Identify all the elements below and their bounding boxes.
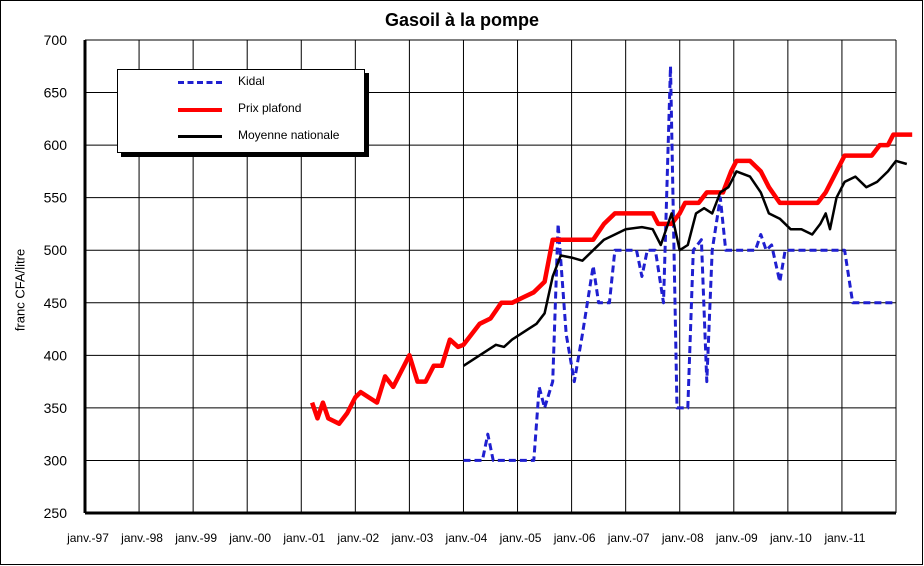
x-tick-label: janv.-09 [715, 531, 758, 545]
y-tick-label: 550 [44, 190, 68, 206]
series-line-kidal [463, 64, 896, 462]
legend-label-prix-plafond: Prix plafond [238, 101, 302, 115]
y-tick-labels: 250 300 350 400 450 500 550 600 650 700 [44, 32, 68, 521]
y-tick-label: 250 [44, 505, 68, 521]
x-tick-label: janv.-06 [553, 531, 596, 545]
x-tick-label: janv.-98 [120, 531, 163, 545]
x-tick-label: janv.-10 [769, 531, 812, 545]
y-tick-label: 600 [44, 137, 68, 153]
x-tick-label: janv.-00 [228, 531, 271, 545]
legend-swatch-kidal [178, 81, 222, 84]
legend-swatch-moyenne-nationale [178, 135, 222, 138]
x-tick-label: janv.-99 [174, 531, 217, 545]
series-line-prix-plafond [309, 132, 913, 426]
y-tick-label: 350 [44, 400, 68, 416]
series-line-moyenne-nationale [462, 159, 908, 367]
legend-entry-prix-plafond: Prix plafond [118, 99, 364, 119]
y-tick-label: 500 [44, 242, 68, 258]
legend-label-moyenne-nationale: Moyenne nationale [238, 128, 340, 142]
x-tick-labels: janv.-97 janv.-98 janv.-99 janv.-00 janv.-01… [66, 531, 866, 545]
x-tick-label: janv.-03 [390, 531, 433, 545]
legend-swatch-prix-plafond [178, 108, 222, 112]
x-tick-label: janv.-02 [336, 531, 379, 545]
legend-entry-moyenne-nationale: Moyenne nationale [118, 126, 364, 146]
y-tick-label: 300 [44, 452, 68, 468]
x-tick-label: janv.-11 [823, 531, 865, 545]
legend-label-kidal: Kidal [238, 74, 265, 88]
series-lines [309, 64, 913, 462]
x-tick-label: janv.-05 [499, 531, 542, 545]
legend-entry-kidal: Kidal [118, 72, 364, 92]
y-tick-label: 700 [44, 32, 68, 48]
x-tick-label: janv.-04 [445, 531, 488, 545]
x-tick-label: janv.-01 [282, 531, 325, 545]
grid [83, 39, 897, 515]
y-tick-label: 650 [44, 85, 68, 101]
chart-title: Gasoil à la pompe [384, 10, 540, 30]
y-tick-label: 400 [44, 347, 68, 363]
x-tick-label: janv.-97 [66, 531, 109, 545]
x-tick-label: janv.-08 [661, 531, 704, 545]
y-tick-label: 450 [44, 295, 68, 311]
x-tick-label: janv.-07 [607, 531, 650, 545]
legend: Kidal Prix plafond Moyenne nationale [117, 69, 365, 153]
